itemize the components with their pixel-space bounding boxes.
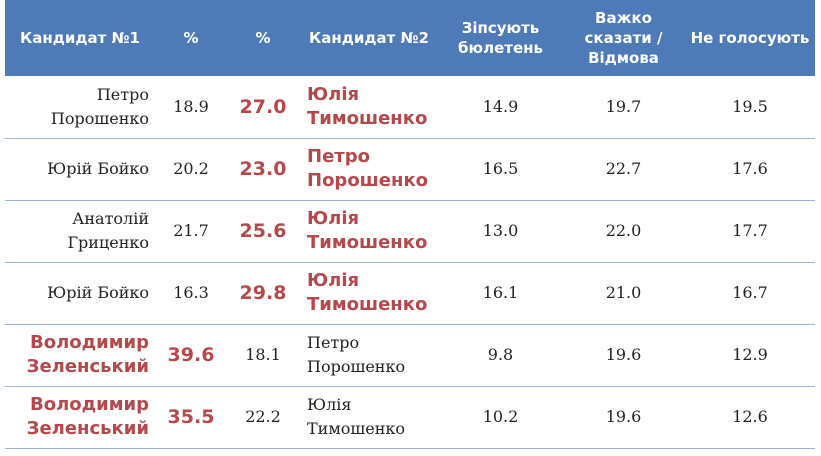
table-row: Анатолій Гриценко 21.7 25.6 Юлія Тимошен… [5,200,815,262]
candidate-1-name: Юрій Бойко [47,283,149,302]
spoil-ballot-value: 16.5 [482,159,519,178]
candidate-1-name: Володимир Зеленський [26,332,149,377]
table-header: Кандидат №1 % % Кандидат №2 Зіпсують бюл… [5,0,815,76]
header-row: Кандидат №1 % % Кандидат №2 Зіпсують бюл… [5,0,815,76]
not-voting-value: 16.7 [732,283,768,302]
candidate-2-name: Петро Порошенко [307,146,429,191]
candidate-2-percent: 22.2 [245,407,281,426]
candidate-2-percent: 23.0 [239,158,287,180]
header-spoil-ballot: Зіпсують бюлетень [458,19,543,57]
candidate-2-name: Юлія Тимошенко [307,395,406,438]
hard-to-say-value: 21.0 [605,283,642,302]
candidate-2-name: Юлія Тимошенко [307,270,428,315]
table-row: Володимир Зеленський 39.6 18.1 Петро Пор… [5,324,815,386]
header-not-voting: Не голосують [690,29,810,47]
spoil-ballot-value: 9.8 [487,345,514,364]
candidate-1-percent: 35.5 [167,406,215,428]
hard-to-say-value: 19.6 [605,407,642,426]
hard-to-say-value: 19.7 [605,96,642,116]
spoil-ballot-value: 13.0 [482,221,519,240]
candidate-2-name: Юлія Тимошенко [307,83,428,129]
candidate-2-name: Юлія Тимошенко [307,208,428,253]
header-hard-to-say: Важко сказати / Відмова [584,9,663,67]
table-row: Юрій Бойко 20.2 23.0 Петро Порошенко 16.… [5,138,815,200]
hard-to-say-value: 22.7 [605,159,642,178]
candidate-1-name: Петро Порошенко [50,84,149,128]
header-candidate-1: Кандидат №1 [19,29,140,47]
table-body: Петро Порошенко 18.9 27.0 Юлія Тимошенко… [5,76,815,448]
table-row: Петро Порошенко 18.9 27.0 Юлія Тимошенко… [5,76,815,138]
candidate-2-percent: 29.8 [239,282,287,304]
spoil-ballot-value: 16.1 [482,283,519,302]
table-row: Юрій Бойко 16.3 29.8 Юлія Тимошенко 16.1… [5,262,815,324]
table-row: Володимир Зеленський 35.5 22.2 Юлія Тимо… [5,386,815,448]
candidate-2-percent: 18.1 [245,345,281,364]
candidate-2-percent: 25.6 [239,220,287,242]
candidate-1-percent: 18.9 [173,96,209,116]
not-voting-value: 17.6 [732,159,768,178]
candidate-1-percent: 21.7 [173,221,209,240]
candidate-1-percent: 16.3 [173,283,209,302]
hard-to-say-value: 19.6 [605,345,642,364]
not-voting-value: 17.7 [732,221,768,240]
header-percent-1: % [183,29,199,47]
runoff-poll-table: Кандидат №1 % % Кандидат №2 Зіпсують бюл… [5,0,815,449]
candidate-1-name: Володимир Зеленський [26,394,149,439]
header-percent-2: % [255,29,271,47]
candidate-1-name: Анатолій Гриценко [67,209,149,252]
not-voting-value: 12.6 [732,407,768,426]
candidate-2-percent: 27.0 [239,95,287,118]
hard-to-say-value: 22.0 [605,221,642,240]
candidate-2-name: Петро Порошенко [307,333,406,376]
spoil-ballot-value: 14.9 [482,96,519,116]
not-voting-value: 19.5 [732,96,768,116]
spoil-ballot-value: 10.2 [482,407,519,426]
not-voting-value: 12.9 [732,345,768,364]
header-candidate-2: Кандидат №2 [308,29,429,47]
candidate-1-percent: 39.6 [167,344,215,366]
candidate-1-name: Юрій Бойко [47,159,149,178]
candidate-1-percent: 20.2 [173,159,209,178]
